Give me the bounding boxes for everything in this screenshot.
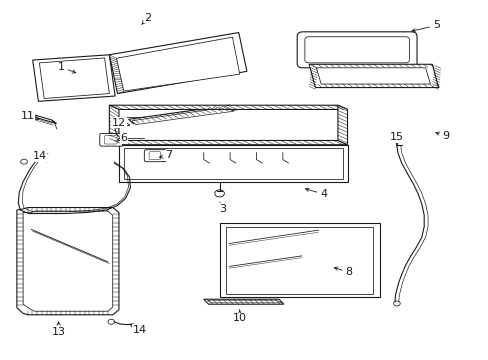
- Polygon shape: [33, 55, 115, 101]
- FancyBboxPatch shape: [104, 136, 117, 144]
- Polygon shape: [119, 145, 347, 182]
- Polygon shape: [316, 68, 429, 84]
- Polygon shape: [207, 301, 281, 303]
- Text: 12: 12: [112, 118, 129, 128]
- Polygon shape: [337, 105, 347, 145]
- Polygon shape: [25, 112, 57, 123]
- Polygon shape: [17, 207, 119, 315]
- Text: 8: 8: [334, 267, 352, 278]
- Polygon shape: [132, 107, 233, 125]
- Text: 13: 13: [51, 322, 65, 337]
- Polygon shape: [123, 148, 342, 179]
- Text: 6: 6: [117, 133, 127, 143]
- Text: 15: 15: [389, 132, 403, 145]
- Polygon shape: [128, 105, 238, 123]
- Text: 2: 2: [142, 13, 151, 24]
- Text: 5: 5: [411, 21, 439, 32]
- FancyBboxPatch shape: [304, 37, 408, 63]
- Polygon shape: [23, 211, 112, 311]
- Polygon shape: [109, 32, 246, 94]
- Polygon shape: [109, 105, 347, 109]
- Text: 14: 14: [130, 324, 147, 335]
- Polygon shape: [109, 105, 119, 145]
- Text: 11: 11: [21, 111, 39, 121]
- Polygon shape: [219, 223, 379, 297]
- FancyBboxPatch shape: [144, 150, 166, 162]
- FancyBboxPatch shape: [149, 152, 160, 159]
- Polygon shape: [226, 226, 372, 294]
- Text: 3: 3: [219, 203, 226, 214]
- Text: 9: 9: [435, 131, 448, 141]
- FancyBboxPatch shape: [297, 32, 416, 68]
- Polygon shape: [308, 64, 438, 87]
- Polygon shape: [116, 37, 239, 91]
- FancyBboxPatch shape: [100, 134, 122, 146]
- Polygon shape: [203, 299, 283, 304]
- Text: 7: 7: [159, 150, 172, 160]
- Text: 10: 10: [232, 310, 246, 323]
- Text: 14: 14: [32, 151, 46, 162]
- Polygon shape: [40, 58, 109, 99]
- Text: 1: 1: [58, 62, 76, 73]
- Text: 4: 4: [305, 188, 326, 199]
- Polygon shape: [109, 140, 347, 145]
